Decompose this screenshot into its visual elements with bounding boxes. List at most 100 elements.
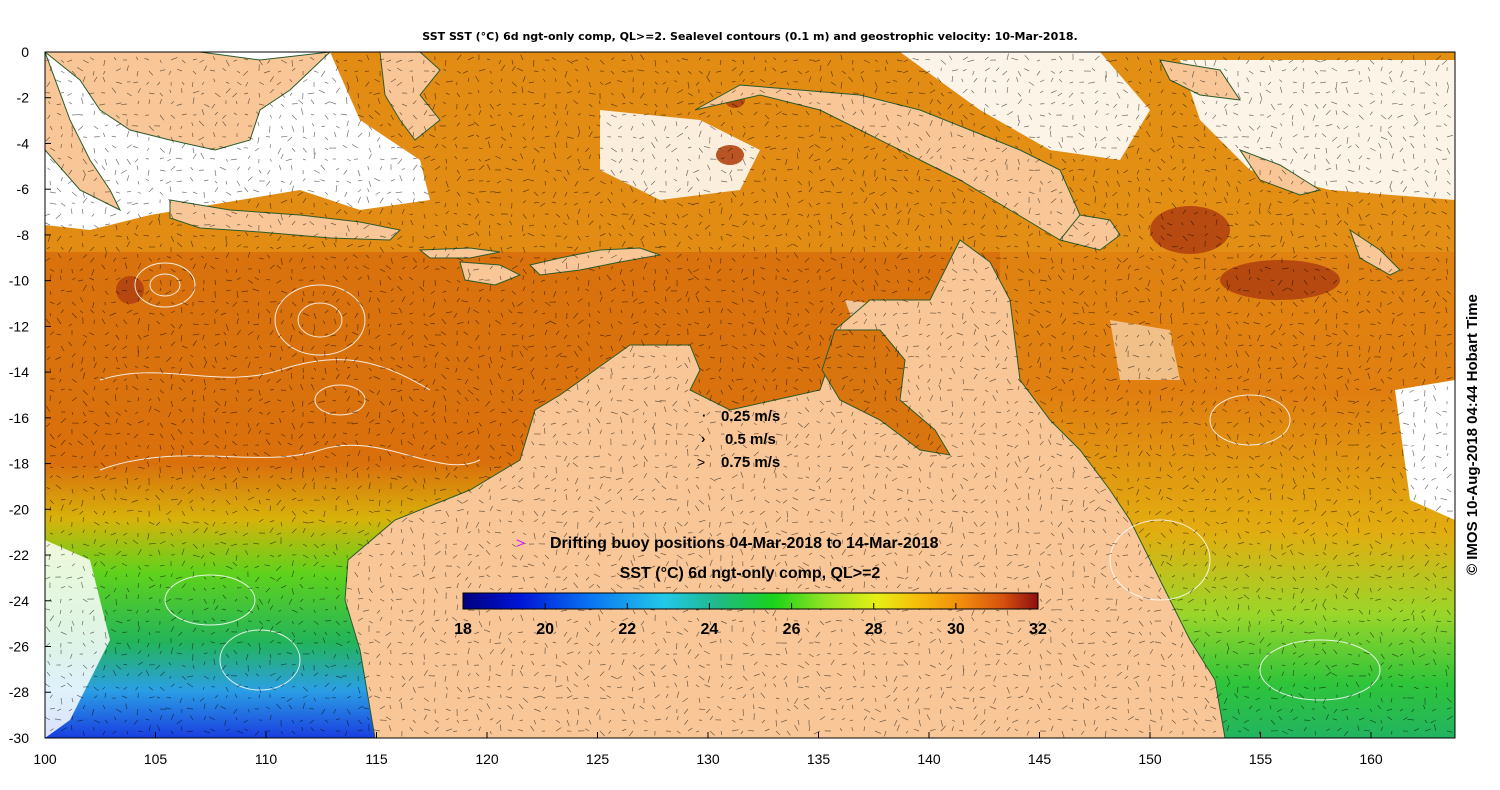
velocity-arrow — [258, 81, 264, 85]
velocity-arrow — [884, 66, 887, 72]
velocity-arrow — [1446, 114, 1451, 118]
velocity-arrow — [595, 191, 601, 197]
velocity-arrow — [422, 224, 425, 229]
velocity-arrow — [489, 114, 493, 119]
velocity-arrow — [346, 301, 351, 306]
velocity-arrow — [751, 191, 755, 194]
velocity-arrow — [313, 331, 315, 336]
velocity-arrow — [984, 299, 989, 303]
velocity-arrow — [808, 169, 813, 174]
velocity-arrow — [872, 103, 876, 108]
velocity-arrow — [753, 111, 758, 116]
velocity-arrow — [1226, 157, 1232, 160]
velocity-arrow — [356, 220, 359, 226]
velocity-arrow — [313, 323, 316, 331]
velocity-arrow — [937, 77, 942, 83]
velocity-arrow — [906, 99, 909, 105]
velocity-arrow — [137, 246, 143, 250]
velocity-arrow — [1092, 235, 1096, 242]
velocity-arrow — [962, 288, 970, 292]
velocity-arrow — [291, 220, 296, 226]
velocity-arrow — [621, 345, 627, 349]
velocity-arrow — [553, 177, 557, 182]
velocity-arrow — [1123, 213, 1129, 217]
velocity-arrow — [918, 254, 923, 259]
velocity-arrow — [258, 59, 263, 66]
velocity-arrow — [280, 320, 285, 325]
velocity-arrow — [1299, 331, 1305, 336]
velocity-arrow — [759, 78, 766, 83]
velocity-arrow — [148, 187, 154, 193]
velocity-arrow — [159, 147, 166, 153]
velocity-arrow — [467, 56, 474, 61]
velocity-arrow — [1377, 222, 1382, 226]
velocity-arrow — [1314, 257, 1322, 261]
velocity-arrow — [907, 279, 913, 283]
velocity-arrow — [214, 187, 219, 193]
velocity-arrow — [990, 158, 997, 163]
velocity-arrow — [585, 341, 590, 347]
velocity-arrow — [423, 175, 426, 182]
velocity-arrow — [709, 257, 713, 263]
velocity-arrow — [1188, 146, 1195, 149]
velocity-arrow — [478, 220, 481, 226]
velocity-arrow — [707, 164, 711, 171]
velocity-arrow — [159, 312, 165, 317]
velocity-arrow — [126, 235, 129, 241]
velocity-arrow — [541, 191, 546, 194]
velocity-arrow — [1159, 242, 1162, 248]
velocity-arrow — [630, 125, 634, 131]
velocity-arrow — [88, 92, 95, 95]
velocity-arrow — [126, 334, 128, 340]
velocity-arrow — [266, 180, 271, 187]
velocity-arrow — [247, 155, 251, 160]
velocity-arrow — [280, 103, 285, 108]
velocity-arrow — [77, 67, 84, 72]
velocity-arrow — [967, 59, 975, 63]
velocity-arrow — [253, 323, 260, 326]
velocity-arrow — [214, 257, 219, 260]
velocity-arrow — [291, 103, 298, 105]
velocity-arrow — [915, 356, 920, 358]
velocity-arrow — [1215, 323, 1218, 329]
velocity-arrow — [874, 176, 879, 182]
velocity-arrow — [717, 191, 722, 195]
velocity-arrow — [731, 345, 738, 350]
velocity-arrow — [841, 70, 847, 75]
velocity-arrow — [311, 123, 315, 127]
velocity-arrow — [918, 213, 925, 218]
velocity-arrow — [1100, 210, 1107, 215]
velocity-arrow — [423, 345, 428, 348]
velocity-arrow — [1303, 103, 1308, 107]
velocity-arrow — [60, 177, 63, 182]
velocity-arrow — [318, 89, 326, 94]
velocity-arrow — [1077, 168, 1085, 171]
velocity-arrow — [320, 70, 326, 77]
velocity-arrow — [830, 213, 833, 220]
velocity-arrow — [1446, 86, 1449, 94]
velocity-arrow — [863, 197, 868, 204]
velocity-arrow — [1342, 110, 1349, 116]
velocity-arrow — [598, 100, 601, 105]
velocity-arrow — [1204, 92, 1209, 96]
velocity-arrow — [750, 81, 755, 85]
velocity-arrow — [566, 110, 569, 116]
velocity-arrow — [111, 135, 117, 138]
velocity-arrow — [1171, 202, 1177, 209]
velocity-arrow — [893, 155, 898, 160]
velocity-arrow — [1013, 210, 1019, 215]
velocity-arrow — [310, 56, 315, 61]
velocity-arrow — [563, 202, 568, 206]
velocity-arrow — [49, 301, 55, 305]
velocity-arrow — [819, 76, 822, 83]
velocity-arrow — [1037, 198, 1041, 204]
velocity-arrow — [269, 114, 273, 119]
velocity-arrow — [951, 257, 955, 265]
velocity-arrow — [1171, 167, 1177, 171]
velocity-arrow — [632, 114, 637, 117]
velocity-arrow — [797, 235, 802, 240]
velocity-arrow — [1266, 114, 1272, 118]
velocity-arrow — [528, 81, 535, 84]
velocity-arrow — [1138, 81, 1142, 85]
velocity-arrow — [368, 241, 372, 248]
